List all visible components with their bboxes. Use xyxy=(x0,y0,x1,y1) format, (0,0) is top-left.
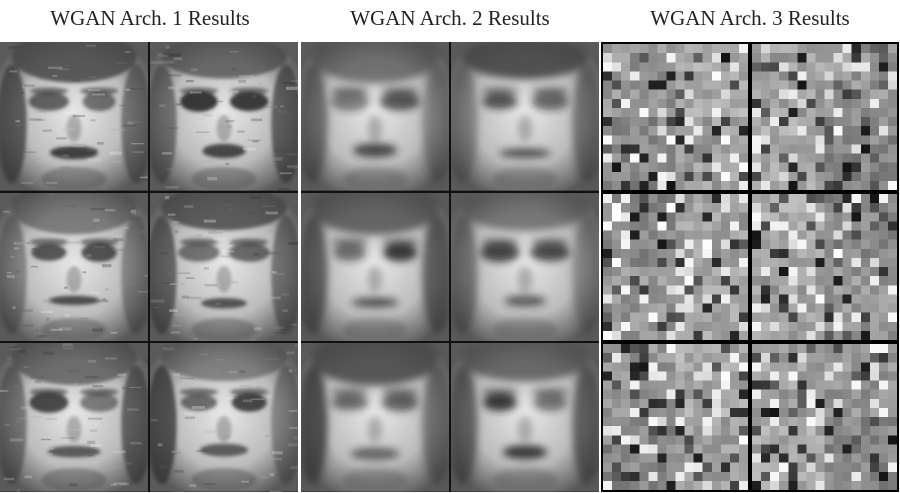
arch1-sample-grid xyxy=(0,42,298,492)
arch3-sample-image xyxy=(603,44,748,190)
arch1-sample-image xyxy=(0,42,148,191)
panel-title-arch2: WGAN Arch. 2 Results xyxy=(350,6,550,30)
arch3-sample-image xyxy=(752,44,897,190)
arch3-sample-image xyxy=(603,344,748,490)
arch1-sample-image xyxy=(150,343,298,492)
panel-title-arch3: WGAN Arch. 3 Results xyxy=(650,6,850,30)
arch3-sample-image xyxy=(752,344,897,490)
panel-title-arch1: WGAN Arch. 1 Results xyxy=(50,6,250,30)
arch1-sample-image xyxy=(150,192,298,342)
arch2-sample-grid xyxy=(301,42,599,492)
arch1-sample-image xyxy=(150,42,298,191)
arch2-sample-image xyxy=(451,192,599,342)
arch1-sample-image xyxy=(0,343,148,492)
arch3-sample-grid xyxy=(601,42,899,492)
arch2-sample-image xyxy=(451,42,599,191)
arch2-sample-image xyxy=(301,192,449,342)
arch1-sample-image xyxy=(0,192,148,342)
arch3-sample-image xyxy=(752,194,897,340)
arch3-sample-image xyxy=(603,194,748,340)
arch2-sample-image xyxy=(301,343,449,492)
arch2-sample-image xyxy=(451,343,599,492)
arch2-sample-image xyxy=(301,42,449,191)
